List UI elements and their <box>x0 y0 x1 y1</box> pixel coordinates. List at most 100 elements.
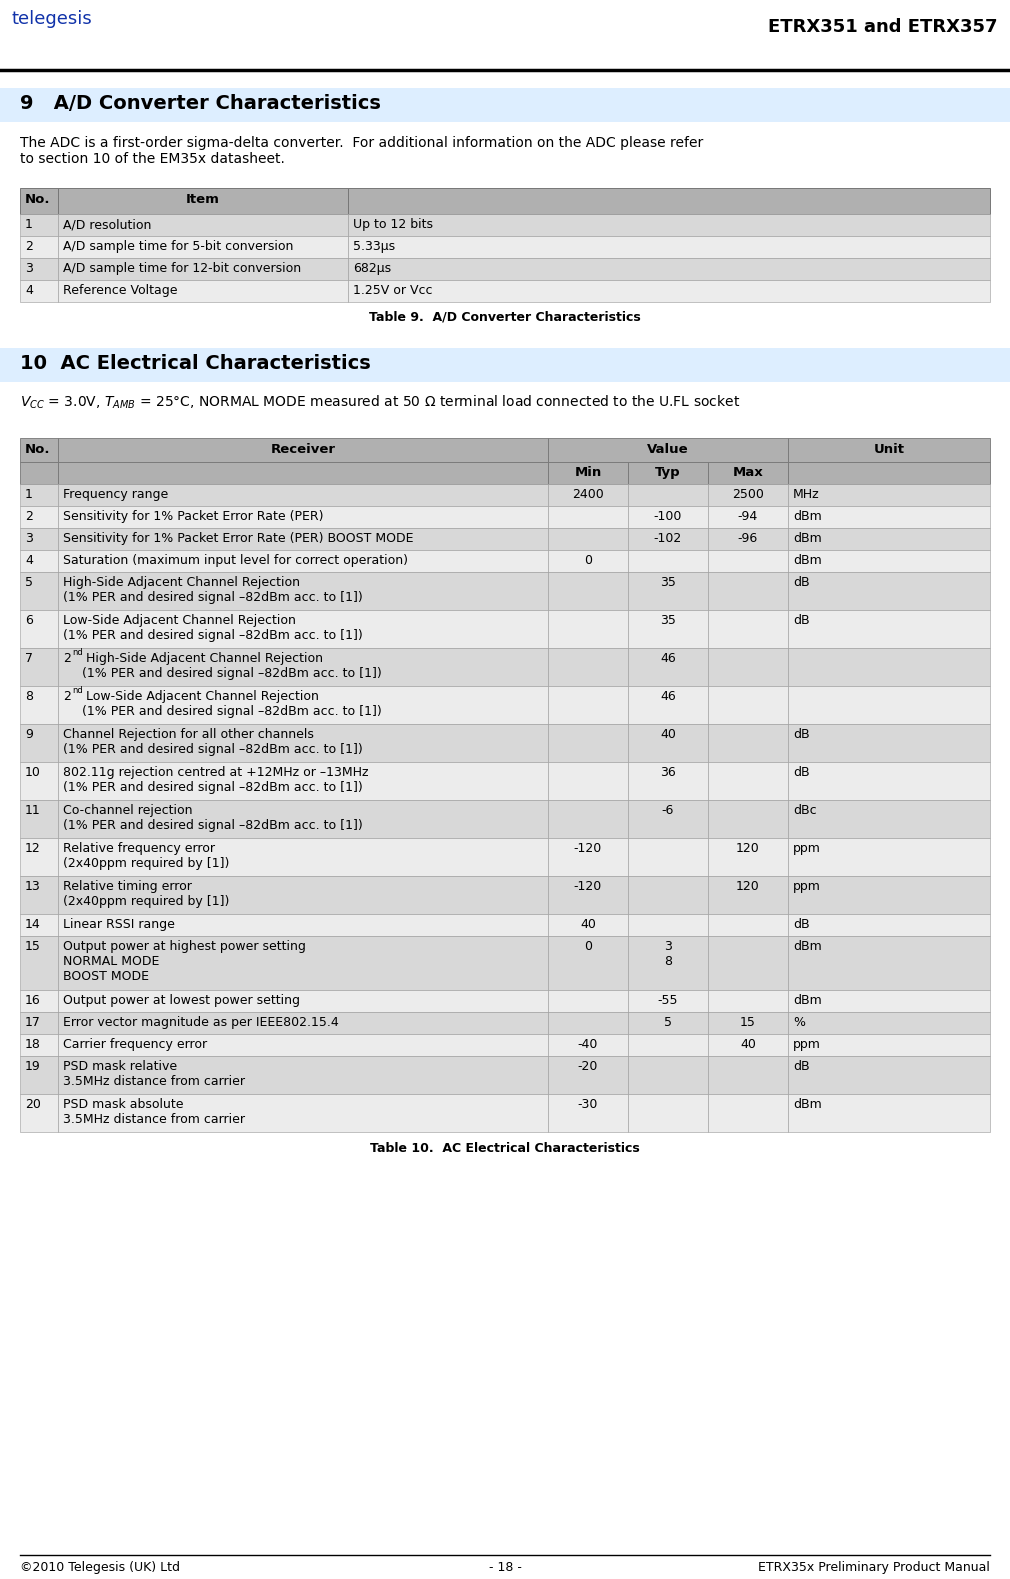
Text: 4: 4 <box>25 554 33 567</box>
Bar <box>548 572 628 609</box>
Text: 35: 35 <box>661 614 676 627</box>
Bar <box>58 572 548 609</box>
Bar <box>0 88 1010 122</box>
Bar <box>58 725 548 763</box>
Bar <box>548 936 628 990</box>
Bar <box>20 990 58 1012</box>
Text: nd: nd <box>72 647 83 657</box>
Bar <box>788 609 990 647</box>
Text: No.: No. <box>25 193 50 205</box>
Bar <box>20 1034 58 1056</box>
Text: dBm: dBm <box>793 1097 822 1112</box>
Text: Typ: Typ <box>655 466 681 478</box>
Bar <box>708 914 788 936</box>
Bar <box>58 463 548 485</box>
Text: Min: Min <box>575 466 602 478</box>
Text: 5: 5 <box>664 1015 672 1030</box>
Text: -120: -120 <box>574 842 602 854</box>
Text: 46: 46 <box>661 652 676 665</box>
Bar <box>58 801 548 838</box>
Bar <box>548 437 788 463</box>
Bar <box>348 257 990 279</box>
Text: dBm: dBm <box>793 532 822 545</box>
Bar <box>548 485 628 505</box>
Text: dB: dB <box>793 728 810 741</box>
Bar <box>628 1012 708 1034</box>
Bar <box>708 1034 788 1056</box>
Bar <box>20 647 58 685</box>
Text: 15: 15 <box>740 1015 755 1030</box>
Text: 10  AC Electrical Characteristics: 10 AC Electrical Characteristics <box>20 354 371 373</box>
Text: PSD mask absolute
3.5MHz distance from carrier: PSD mask absolute 3.5MHz distance from c… <box>63 1097 245 1126</box>
Bar <box>20 549 58 572</box>
Bar <box>20 188 58 215</box>
Text: The ADC is a first-order sigma-delta converter.  For additional information on t: The ADC is a first-order sigma-delta con… <box>20 136 703 166</box>
Bar <box>788 505 990 527</box>
Bar <box>628 838 708 876</box>
Text: 17: 17 <box>25 1015 40 1030</box>
Bar <box>548 838 628 876</box>
Bar <box>708 463 788 485</box>
Text: telegesis: telegesis <box>12 9 93 28</box>
Text: dBm: dBm <box>793 554 822 567</box>
Bar <box>20 505 58 527</box>
Bar <box>58 235 348 257</box>
Bar <box>20 914 58 936</box>
Bar <box>58 188 348 215</box>
Bar <box>20 1012 58 1034</box>
Bar <box>628 1094 708 1132</box>
Bar <box>20 463 58 485</box>
Bar <box>548 801 628 838</box>
Bar <box>548 725 628 763</box>
Bar <box>58 1094 548 1132</box>
Bar <box>548 1056 628 1094</box>
Bar <box>20 763 58 801</box>
Bar <box>628 1056 708 1094</box>
Text: dB: dB <box>793 1060 810 1074</box>
Bar <box>20 838 58 876</box>
Text: -55: -55 <box>658 995 679 1007</box>
Text: 40: 40 <box>740 1037 755 1052</box>
Text: 19: 19 <box>25 1060 40 1074</box>
Bar <box>788 463 990 485</box>
Bar <box>548 647 628 685</box>
Text: 120: 120 <box>736 842 760 854</box>
Text: -102: -102 <box>653 532 682 545</box>
Bar <box>788 527 990 549</box>
Text: Frequency range: Frequency range <box>63 488 169 501</box>
Text: 11: 11 <box>25 804 40 816</box>
Bar <box>788 763 990 801</box>
Bar <box>58 1056 548 1094</box>
Text: nd: nd <box>72 685 83 695</box>
Bar <box>788 876 990 914</box>
Bar <box>20 1094 58 1132</box>
Bar <box>788 685 990 725</box>
Bar <box>788 1094 990 1132</box>
Bar <box>708 572 788 609</box>
Bar <box>20 725 58 763</box>
Bar <box>628 609 708 647</box>
Bar <box>58 990 548 1012</box>
Text: High-Side Adjacent Channel Rejection
(1% PER and desired signal –82dBm acc. to [: High-Side Adjacent Channel Rejection (1%… <box>82 652 382 681</box>
Text: $V_{CC}$ = 3.0V, $T_{AMB}$ = 25°C, NORMAL MODE measured at 50 $\Omega$ terminal : $V_{CC}$ = 3.0V, $T_{AMB}$ = 25°C, NORMA… <box>20 395 740 412</box>
Text: dB: dB <box>793 766 810 778</box>
Text: 9   A/D Converter Characteristics: 9 A/D Converter Characteristics <box>20 95 381 114</box>
Bar <box>788 549 990 572</box>
Text: 13: 13 <box>25 880 40 894</box>
Bar <box>628 936 708 990</box>
Bar <box>708 485 788 505</box>
Text: 0: 0 <box>584 554 592 567</box>
Text: -96: -96 <box>738 532 759 545</box>
Bar <box>548 505 628 527</box>
Text: MHz: MHz <box>793 488 820 501</box>
Text: Co-channel rejection
(1% PER and desired signal –82dBm acc. to [1]): Co-channel rejection (1% PER and desired… <box>63 804 363 832</box>
Text: - 18 -: - 18 - <box>489 1562 521 1574</box>
Bar <box>58 1034 548 1056</box>
Text: -120: -120 <box>574 880 602 894</box>
Bar <box>58 914 548 936</box>
Bar <box>548 609 628 647</box>
Bar <box>58 437 548 463</box>
Bar <box>788 572 990 609</box>
Bar <box>0 0 1010 69</box>
Bar <box>708 838 788 876</box>
